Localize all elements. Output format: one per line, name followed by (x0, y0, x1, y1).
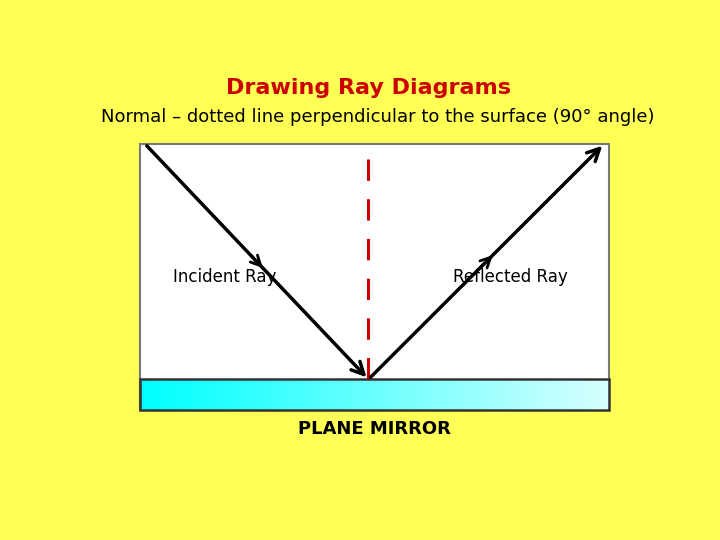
Bar (503, 379, 509, 410)
Bar (292, 379, 298, 410)
Bar (152, 379, 158, 410)
Bar (146, 379, 152, 410)
Bar (468, 379, 474, 410)
Text: Drawing Ray Diagrams: Drawing Ray Diagrams (227, 78, 511, 98)
Bar (281, 379, 287, 410)
Bar (550, 379, 557, 410)
Bar (415, 379, 421, 410)
Bar (176, 379, 181, 410)
Bar (492, 379, 498, 410)
Bar (521, 379, 527, 410)
Bar (264, 379, 269, 410)
Bar (163, 379, 169, 410)
Bar (346, 379, 351, 410)
Bar (597, 379, 603, 410)
Bar (562, 379, 568, 410)
Bar (275, 379, 281, 410)
Bar (392, 379, 398, 410)
Bar (328, 379, 333, 410)
Bar (217, 379, 222, 410)
Bar (228, 379, 234, 410)
Bar (140, 144, 609, 410)
Bar (158, 379, 163, 410)
Bar (234, 379, 240, 410)
Bar (333, 379, 339, 410)
Bar (193, 379, 199, 410)
Bar (287, 379, 292, 410)
Bar (456, 379, 462, 410)
Bar (574, 379, 580, 410)
Bar (462, 379, 468, 410)
Bar (251, 379, 258, 410)
Bar (498, 379, 503, 410)
Bar (585, 379, 591, 410)
Bar (258, 379, 264, 410)
Bar (305, 379, 310, 410)
Bar (369, 379, 374, 410)
Bar (246, 379, 251, 410)
Bar (140, 379, 609, 410)
Bar (439, 379, 445, 410)
Bar (387, 379, 392, 410)
Bar (181, 379, 187, 410)
Bar (374, 379, 380, 410)
Text: Normal – dotted line perpendicular to the surface (90° angle): Normal – dotted line perpendicular to th… (101, 108, 654, 126)
Text: PLANE MIRROR: PLANE MIRROR (298, 420, 451, 437)
Bar (480, 379, 486, 410)
Bar (222, 379, 228, 410)
Bar (544, 379, 550, 410)
Bar (516, 379, 521, 410)
Bar (486, 379, 492, 410)
Bar (557, 379, 562, 410)
Bar (410, 379, 415, 410)
Bar (509, 379, 516, 410)
Text: Reflected Ray: Reflected Ray (453, 268, 568, 286)
Bar (527, 379, 533, 410)
Bar (380, 379, 387, 410)
Bar (363, 379, 369, 410)
Bar (398, 379, 404, 410)
Bar (187, 379, 193, 410)
Bar (240, 379, 246, 410)
Bar (310, 379, 316, 410)
Bar (169, 379, 176, 410)
Bar (351, 379, 357, 410)
Bar (421, 379, 427, 410)
Bar (474, 379, 480, 410)
Bar (339, 379, 346, 410)
Bar (204, 379, 210, 410)
Bar (269, 379, 275, 410)
Bar (533, 379, 539, 410)
Bar (357, 379, 363, 410)
Bar (580, 379, 585, 410)
Bar (322, 379, 328, 410)
Bar (298, 379, 305, 410)
Bar (451, 379, 456, 410)
Bar (427, 379, 433, 410)
Bar (445, 379, 451, 410)
Bar (568, 379, 574, 410)
Text: Incident Ray: Incident Ray (173, 268, 276, 286)
Bar (591, 379, 597, 410)
Bar (603, 379, 609, 410)
Bar (140, 379, 146, 410)
Bar (433, 379, 439, 410)
Bar (539, 379, 544, 410)
Bar (199, 379, 204, 410)
Bar (210, 379, 217, 410)
Bar (404, 379, 410, 410)
Bar (316, 379, 322, 410)
